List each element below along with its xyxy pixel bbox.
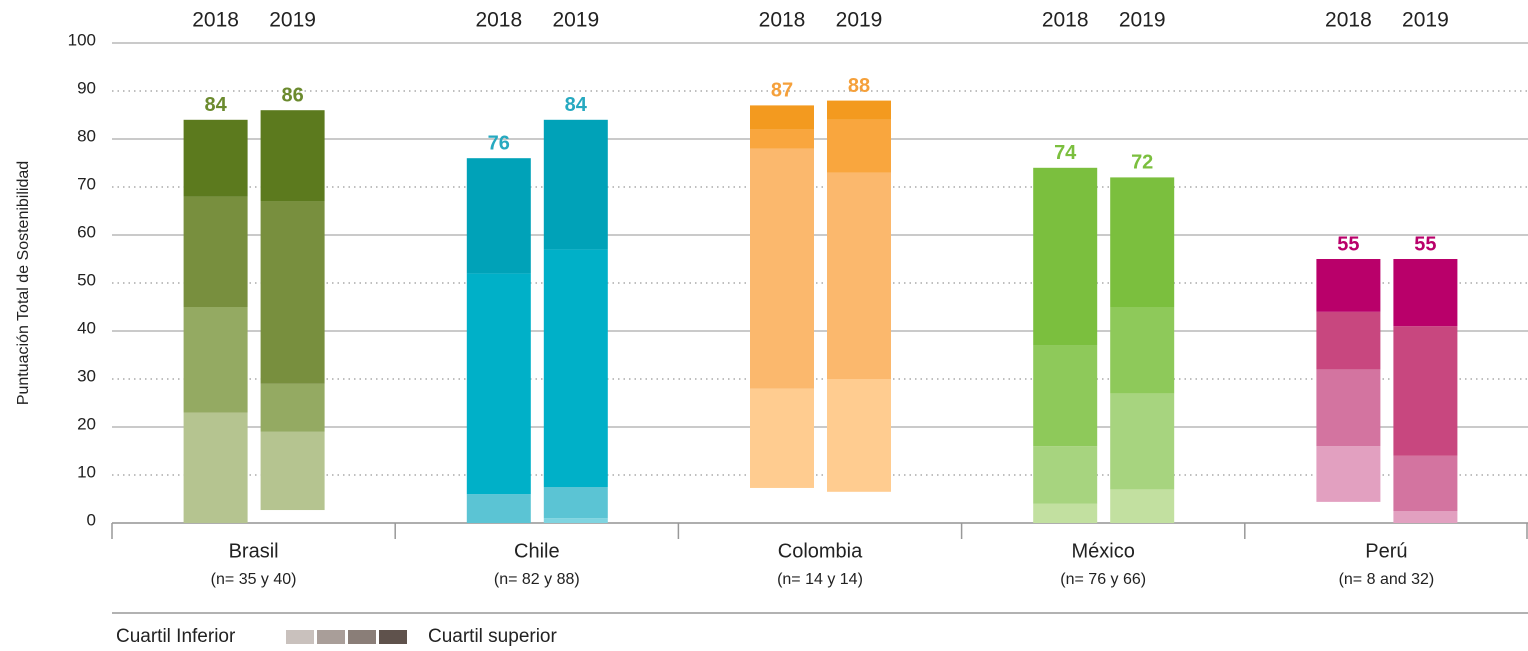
quartile-segment [750,148,814,389]
y-axis-label: Puntuación Total de Sostenibilidad [15,161,32,405]
quartile-segment [543,119,608,250]
quartile-segment [466,158,531,274]
y-tick-label: 40 [77,318,96,337]
value-label: 76 [488,132,510,154]
quartile-segment [1110,177,1175,307]
quartile-segment [1033,446,1098,504]
quartile-segment [466,494,531,523]
quartile-segment [1393,326,1458,456]
category-note: (n= 82 y 88) [494,571,580,588]
value-label: 84 [204,94,227,116]
quartile-segment [543,249,608,487]
category-label: Colombia [778,540,863,562]
legend-high: Cuartil superior [428,626,557,647]
year-label: 2019 [552,9,599,32]
quartile-segment [1316,311,1381,370]
year-label: 2018 [1325,9,1372,32]
category-note: (n= 8 and 32) [1339,571,1435,588]
y-tick-label: 20 [77,414,96,433]
quartile-segment [1110,307,1175,394]
quartile-segment [260,383,325,432]
quartile-segment [750,129,814,149]
value-label: 84 [565,94,588,116]
legend-low: Cuartil Inferior [116,626,236,647]
category-note: (n= 14 y 14) [777,571,863,588]
quartile-segment [827,379,891,492]
y-tick-label: 90 [77,78,96,97]
quartile-segment [1033,503,1098,523]
quartile-segment [827,119,891,173]
quartile-segment [750,388,814,488]
quartile-segment [1033,345,1098,447]
legend-swatch [379,630,407,644]
category-note: (n= 76 y 66) [1060,571,1146,588]
y-tick-label: 10 [77,462,96,481]
quartile-segment [1316,369,1381,447]
y-tick-label: 30 [77,366,96,385]
quartile-segment [1393,511,1458,523]
quartile-segment [1110,393,1175,490]
quartile-segment [750,105,814,130]
y-tick-label: 0 [87,510,96,529]
quartile-segment [1316,259,1381,312]
year-label: 2019 [1402,9,1449,32]
value-label: 55 [1414,233,1436,255]
quartile-segment [543,518,608,523]
year-label: 2018 [759,9,806,32]
quartile-segment [260,431,325,511]
quartile-segment [1393,259,1458,327]
quartile-segment [827,172,891,379]
category-label: Brasil [229,540,279,562]
quartile-segment [543,487,608,519]
year-label: 2019 [836,9,883,32]
quartile-segment [183,196,248,307]
legend-swatch [348,630,376,644]
legend-swatch [286,630,314,644]
y-tick-label: 70 [77,174,96,193]
legend-swatch [317,630,345,644]
category-label: Chile [514,540,560,562]
year-label: 2018 [192,9,239,32]
value-label: 87 [771,80,793,102]
quartile-segment [1033,167,1098,346]
quartile-segment [260,110,325,202]
quartile-segment [466,273,531,495]
value-label: 88 [848,75,870,97]
quartile-segment [183,307,248,413]
quartile-segment [1110,489,1175,523]
value-label: 55 [1337,233,1359,255]
y-tick-label: 60 [77,222,96,241]
y-tick-label: 50 [77,270,96,289]
year-label: 2018 [1042,9,1089,32]
year-label: 2019 [269,9,316,32]
quartile-segment [827,100,891,120]
value-label: 74 [1054,142,1077,164]
quartile-segment [260,201,325,384]
category-label: México [1072,540,1135,562]
value-label: 72 [1131,152,1153,174]
category-label: Perú [1365,540,1407,562]
y-tick-label: 100 [68,30,96,49]
quartile-segment [183,119,248,197]
year-label: 2019 [1119,9,1166,32]
quartile-segment [1316,446,1381,502]
value-label: 86 [281,84,303,106]
quartile-segment [183,412,248,523]
category-note: (n= 35 y 40) [211,571,297,588]
year-label: 2018 [475,9,522,32]
quartile-segment [1393,455,1458,511]
y-tick-label: 80 [77,126,96,145]
